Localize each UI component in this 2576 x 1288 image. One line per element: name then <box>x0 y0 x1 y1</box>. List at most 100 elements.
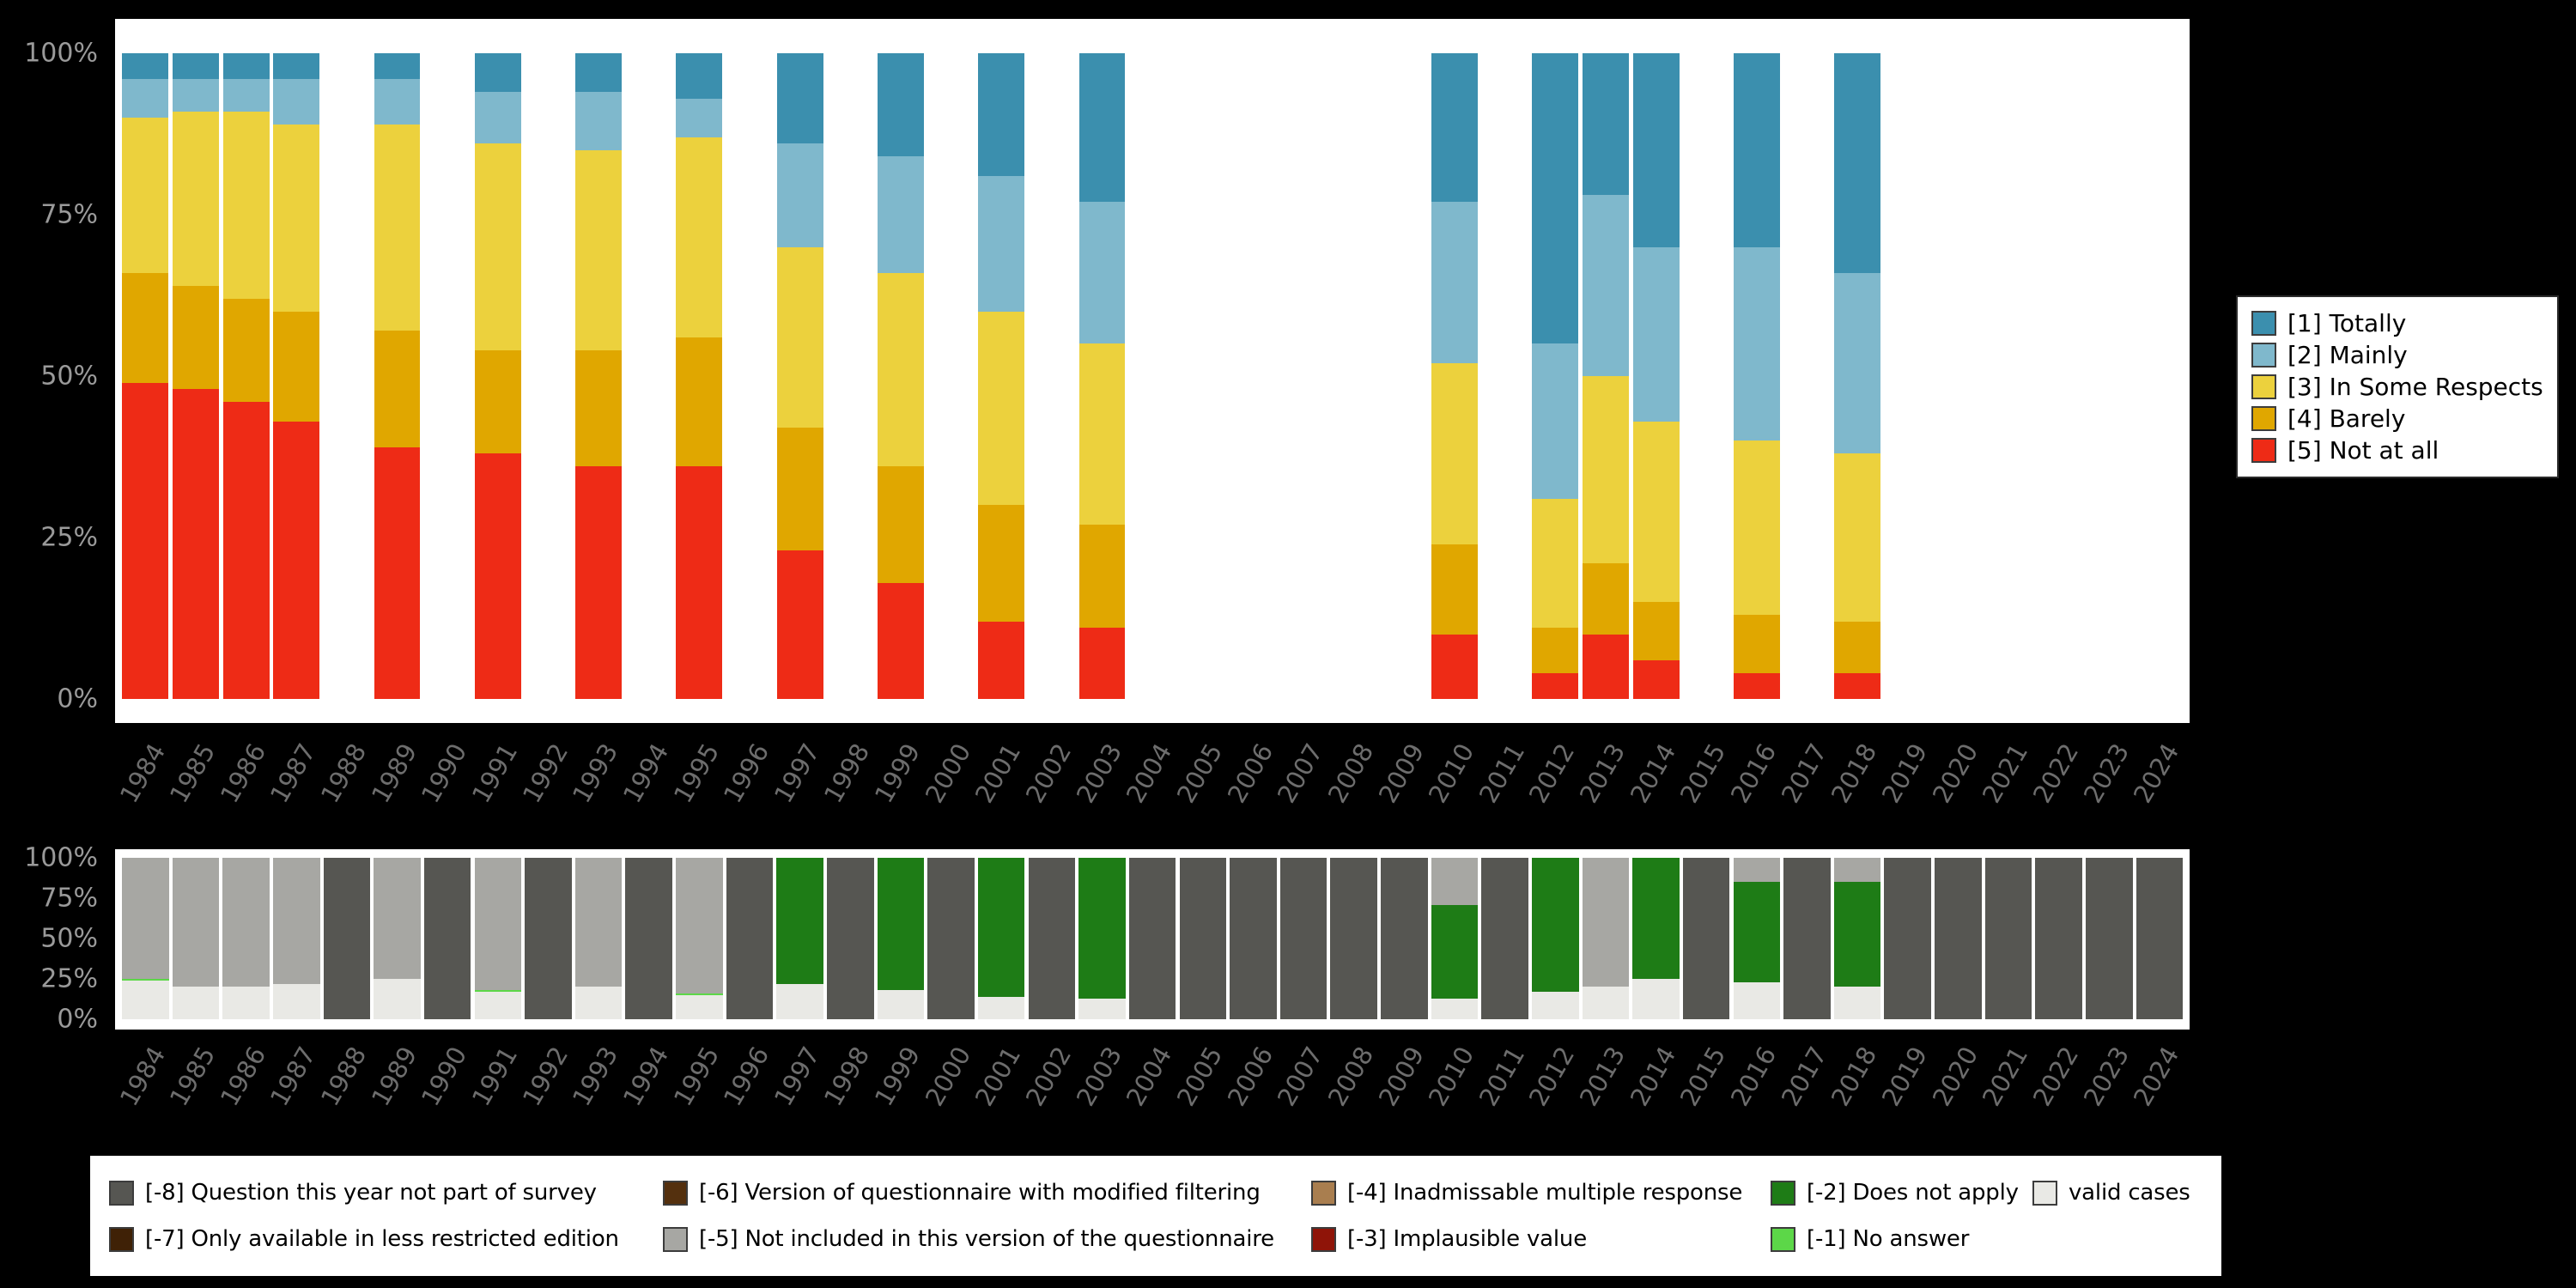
segment-not_at_all-1989[interactable] <box>374 447 421 699</box>
stacked-bar-1997[interactable] <box>776 53 823 699</box>
segment-barely-1993[interactable] <box>575 349 623 467</box>
segment-totally-1986[interactable] <box>222 53 270 80</box>
segment-not_part-1996[interactable] <box>726 858 774 1019</box>
stacked-bar-1999[interactable] <box>877 53 924 699</box>
segment-mainly-2012[interactable] <box>1532 343 1579 499</box>
segment-in_some_respects-2001[interactable] <box>978 311 1025 506</box>
segment-does_not_apply-2014[interactable] <box>1632 858 1680 979</box>
segment-not_part-2015[interactable] <box>1682 858 1730 1019</box>
legend-entry-does_not_apply[interactable]: [-2] Does not apply <box>1771 1179 2032 1207</box>
segment-mainly-2016[interactable] <box>1733 246 1780 441</box>
segment-in_some_respects-1995[interactable] <box>676 137 723 337</box>
segment-not_at_all-1987[interactable] <box>273 421 320 699</box>
segment-mainly-1995[interactable] <box>676 98 723 137</box>
segment-not_part-1994[interactable] <box>625 858 672 1019</box>
segment-totally-2013[interactable] <box>1582 53 1629 196</box>
stacked-bar-1989[interactable] <box>374 858 421 1019</box>
segment-in_some_respects-1993[interactable] <box>575 149 623 350</box>
segment-not_included-1995[interactable] <box>676 858 723 993</box>
stacked-bar-1986[interactable] <box>222 53 270 699</box>
stacked-bar-2020[interactable] <box>1935 858 1982 1019</box>
segment-valid-1993[interactable] <box>574 987 623 1019</box>
stacked-bar-2003[interactable] <box>1078 858 1126 1019</box>
stacked-bar-1990[interactable] <box>423 858 471 1019</box>
stacked-bar-1994[interactable] <box>625 858 672 1019</box>
segment-in_some_respects-1987[interactable] <box>273 124 320 312</box>
segment-valid-1991[interactable] <box>474 992 522 1019</box>
stacked-bar-2006[interactable] <box>1230 858 1277 1019</box>
segment-mainly-1985[interactable] <box>172 79 219 112</box>
segment-valid-2003[interactable] <box>1078 998 1126 1019</box>
segment-barely-1987[interactable] <box>273 311 320 422</box>
segment-not_part-2002[interactable] <box>1028 858 1076 1019</box>
segment-valid-1995[interactable] <box>676 994 723 1019</box>
legend-entry-less_restricted[interactable]: [-7] Only available in less restricted e… <box>109 1225 663 1254</box>
segment-in_some_respects-2003[interactable] <box>1078 343 1126 525</box>
segment-not_at_all-1991[interactable] <box>474 453 521 699</box>
stacked-bar-1988[interactable] <box>323 858 371 1019</box>
stacked-bar-1985[interactable] <box>172 858 220 1019</box>
stacked-bar-2010[interactable] <box>1431 53 1478 699</box>
segment-mainly-2014[interactable] <box>1632 246 1680 422</box>
segment-valid-1986[interactable] <box>222 987 270 1019</box>
segment-mainly-1984[interactable] <box>122 79 169 118</box>
segment-not_included-2013[interactable] <box>1582 858 1630 987</box>
segment-valid-2010[interactable] <box>1431 998 1479 1019</box>
segment-does_not_apply-1997[interactable] <box>776 858 823 984</box>
segment-barely-1991[interactable] <box>474 349 521 454</box>
segment-barely-1984[interactable] <box>122 272 169 383</box>
segment-not_at_all-1986[interactable] <box>222 402 270 699</box>
segment-barely-1997[interactable] <box>776 428 823 551</box>
segment-in_some_respects-2010[interactable] <box>1431 363 1478 544</box>
stacked-bar-2016[interactable] <box>1733 858 1781 1019</box>
legend-entry-implausible[interactable]: [-3] Implausible value <box>1311 1225 1771 1254</box>
stacked-bar-2005[interactable] <box>1179 858 1227 1019</box>
segment-not_at_all-2013[interactable] <box>1582 634 1629 699</box>
segment-does_not_apply-2003[interactable] <box>1078 858 1126 999</box>
stacked-bar-1997[interactable] <box>776 858 823 1019</box>
segment-totally-2018[interactable] <box>1834 53 1881 273</box>
legend-entry-modified_filtering[interactable]: [-6] Version of questionnaire with modif… <box>663 1179 1311 1207</box>
legend-entry-totally[interactable]: [1] Totally <box>2251 309 2543 337</box>
segment-not_part-1988[interactable] <box>323 858 371 1019</box>
segment-totally-2014[interactable] <box>1632 53 1680 247</box>
stacked-bar-1995[interactable] <box>676 858 723 1019</box>
stacked-bar-1995[interactable] <box>676 53 723 699</box>
stacked-bar-1987[interactable] <box>272 858 320 1019</box>
segment-not_part-2017[interactable] <box>1783 858 1831 1019</box>
stacked-bar-2024[interactable] <box>2136 858 2184 1019</box>
stacked-bar-2013[interactable] <box>1582 858 1630 1019</box>
stacked-bar-1993[interactable] <box>575 53 623 699</box>
segment-mainly-1997[interactable] <box>776 143 823 247</box>
stacked-bar-1999[interactable] <box>877 858 925 1019</box>
segment-not_included-1986[interactable] <box>222 858 270 987</box>
segment-valid-2018[interactable] <box>1833 987 1881 1019</box>
segment-in_some_respects-1984[interactable] <box>122 118 169 273</box>
segment-does_not_apply-2016[interactable] <box>1733 882 1781 982</box>
segment-in_some_respects-1997[interactable] <box>776 246 823 428</box>
segment-not_included-1989[interactable] <box>374 858 421 979</box>
segment-barely-2001[interactable] <box>978 505 1025 622</box>
segment-in_some_respects-1989[interactable] <box>374 124 421 331</box>
segment-not_part-2000[interactable] <box>927 858 975 1019</box>
segment-not_part-2020[interactable] <box>1935 858 1982 1019</box>
segment-in_some_respects-1999[interactable] <box>877 272 924 467</box>
stacked-bar-1991[interactable] <box>474 858 522 1019</box>
segment-not_part-2007[interactable] <box>1279 858 1327 1019</box>
segment-totally-1999[interactable] <box>877 53 924 157</box>
segment-not_at_all-1995[interactable] <box>676 466 723 699</box>
segment-totally-1993[interactable] <box>575 53 623 93</box>
segment-mainly-2013[interactable] <box>1582 195 1629 377</box>
segment-totally-2016[interactable] <box>1733 53 1780 247</box>
legend-entry-mainly[interactable]: [2] Mainly <box>2251 341 2543 369</box>
segment-barely-1995[interactable] <box>676 337 723 467</box>
stacked-bar-1996[interactable] <box>726 858 774 1019</box>
stacked-bar-1986[interactable] <box>222 858 270 1019</box>
stacked-bar-1993[interactable] <box>574 858 623 1019</box>
segment-not_part-1992[interactable] <box>525 858 572 1019</box>
stacked-bar-2012[interactable] <box>1532 53 1579 699</box>
stacked-bar-2019[interactable] <box>1884 858 1931 1019</box>
segment-in_some_respects-2018[interactable] <box>1834 453 1881 622</box>
segment-barely-2013[interactable] <box>1582 563 1629 635</box>
segment-not_at_all-2010[interactable] <box>1431 634 1478 699</box>
